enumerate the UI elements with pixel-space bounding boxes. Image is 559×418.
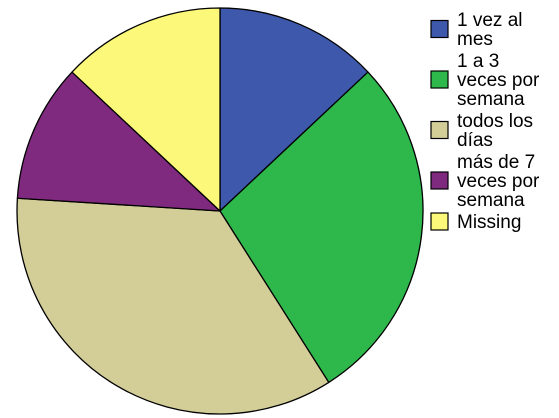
pie-slice-1 xyxy=(219,7,369,212)
legend-swatch-2 xyxy=(430,70,449,89)
legend-label-4-line-2: veces por xyxy=(457,171,540,192)
pie-slice-4 xyxy=(16,71,221,212)
legend-label-2-line-2: veces por xyxy=(457,70,540,91)
legend-swatch-4 xyxy=(430,171,449,190)
legend-item-5: Missing xyxy=(430,212,521,233)
legend-label-3-line-2: días xyxy=(457,130,493,151)
legend-label-5-line-1: Missing xyxy=(457,212,521,233)
legend-label-4-line-3: semana xyxy=(457,190,525,211)
legend-label-3-line-1: todos los xyxy=(457,111,533,132)
legend-label-2-line-1: 1 a 3 xyxy=(457,51,499,72)
legend-swatch-1 xyxy=(430,19,449,39)
legend-label-4-line-1: más de 7 xyxy=(457,152,535,173)
legend-label-1-line-2: mes xyxy=(457,29,493,50)
pie-slice-3 xyxy=(16,197,330,415)
legend-swatch-3 xyxy=(430,120,449,140)
pie-slice-5 xyxy=(71,7,221,212)
legend-swatch-5 xyxy=(430,212,449,231)
pie-slice-2 xyxy=(219,71,424,384)
legend-label-2-line-3: semana xyxy=(457,89,525,110)
pie-slices xyxy=(16,7,424,415)
legend-label-1-line-1: 1 vez al xyxy=(457,10,522,31)
